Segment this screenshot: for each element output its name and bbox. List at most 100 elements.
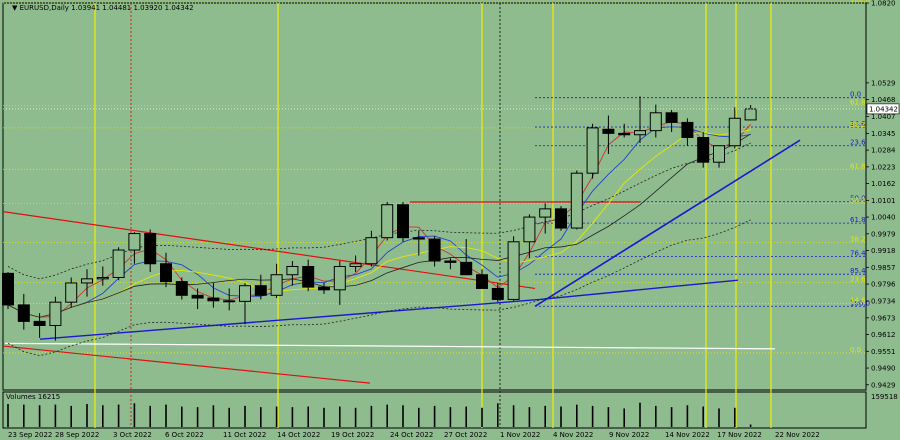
candle-body	[191, 294, 204, 299]
candle-body	[239, 285, 251, 302]
candle-body	[302, 265, 315, 288]
candle-body	[523, 216, 536, 243]
x-tick-label: 19 Oct 2022	[331, 431, 374, 439]
y-tick-label: 0.9918	[871, 247, 896, 255]
y-tick-label: 1.0407	[871, 113, 896, 121]
y-tick-label: 0.9551	[871, 348, 896, 356]
fib-level-label: 0.0	[850, 91, 861, 99]
candle-body	[713, 145, 725, 163]
candle-body	[697, 136, 710, 163]
candle-body	[618, 132, 631, 136]
candle-body	[49, 301, 62, 327]
y-tick-label: 0.9979	[871, 230, 896, 238]
fib-yellow-label: 61.8	[850, 99, 866, 107]
fib-yellow-label: 0.0	[850, 346, 861, 354]
current-price-label: 1.04342	[869, 105, 898, 113]
fib-yellow-label: 14.6	[850, 297, 866, 305]
candle-body	[412, 237, 425, 240]
fib-level-label: 76.4	[850, 250, 866, 258]
y-tick-label: 1.0040	[871, 214, 896, 222]
candle-body	[460, 261, 473, 276]
candle-body	[681, 121, 694, 138]
fib-level-label: 100.0	[850, 299, 870, 307]
ma-blue	[7, 126, 751, 318]
x-tick-label: 9 Nov 2022	[609, 431, 649, 439]
candle-body	[507, 241, 520, 300]
fib-yellow-label: 38.2	[850, 121, 866, 129]
ma-black	[7, 133, 751, 318]
candle-body	[649, 112, 662, 132]
candle-body	[728, 117, 741, 147]
candle-body	[634, 130, 646, 136]
candle-body	[570, 172, 583, 229]
fib-yellow-label: 38.2	[850, 236, 866, 244]
candle-body	[586, 127, 599, 174]
fib-level-label: 14.6	[850, 120, 866, 128]
y-tick-label: 1.0284	[871, 147, 896, 155]
candle-body	[254, 285, 267, 296]
candle-body	[476, 274, 488, 289]
x-tick-label: 4 Nov 2022	[553, 431, 593, 439]
candle-body	[17, 304, 30, 322]
y-tick-label: 0.9796	[871, 281, 896, 289]
x-tick-label: 14 Oct 2022	[277, 431, 320, 439]
y-tick-label: 0.9857	[871, 264, 896, 272]
x-tick-label: 14 Nov 2022	[665, 431, 710, 439]
y-tick-label: 1.0345	[871, 130, 896, 138]
white-horizontal-line	[4, 342, 776, 350]
candle-body	[744, 108, 757, 121]
y-tick-label: 0.9429	[871, 381, 896, 389]
y-tick-label: 1.0162	[871, 180, 896, 188]
blue-trendline-upper	[534, 139, 801, 307]
fib-level-label: 23.6	[850, 139, 866, 147]
ma-yellow	[7, 129, 751, 318]
candle-body	[207, 297, 220, 302]
volume-max-label: 159518	[871, 393, 898, 401]
candle-body	[333, 265, 346, 291]
x-tick-label: 1 Nov 2022	[500, 431, 540, 439]
candle-body	[270, 274, 283, 296]
fib-yellow-label: 38.2	[850, 196, 866, 204]
candle-body	[318, 286, 330, 291]
y-tick-label: 1.0529	[871, 79, 896, 87]
candle-body	[428, 238, 441, 262]
candle-body	[665, 112, 678, 123]
volume-label: Volumes 16215	[6, 393, 60, 401]
fib-yellow-label: 61.8	[850, 162, 866, 170]
candle-body	[65, 282, 78, 303]
y-tick-label: 1.0820	[871, 0, 896, 8]
x-tick-label: 3 Oct 2022	[113, 431, 152, 439]
red-trendline-upper	[2, 211, 536, 290]
candle-body	[223, 300, 236, 303]
candle-body	[160, 263, 172, 283]
candle-body	[286, 265, 299, 276]
x-tick-label: 27 Oct 2022	[444, 431, 487, 439]
chart-title: ▼ EURUSD,Daily 1.03941 1.04481 1.03920 1…	[12, 4, 194, 12]
x-tick-label: 22 Nov 2022	[775, 431, 820, 439]
blue-trendline-lower	[39, 298, 541, 340]
blue-trendline-mid	[539, 279, 739, 301]
x-tick-label: 11 Oct 2022	[223, 431, 266, 439]
x-tick-label: 23 Sep 2022	[8, 431, 52, 439]
bollinger-upper	[7, 142, 751, 280]
candle-body	[33, 320, 46, 326]
y-tick-label: 0.9673	[871, 314, 896, 322]
ma-red	[7, 121, 751, 318]
candle-body	[349, 263, 362, 267]
x-tick-label: 24 Oct 2022	[390, 431, 433, 439]
candle-body	[81, 278, 93, 284]
fib-level-label: 50.0	[850, 195, 866, 203]
candle-body	[381, 204, 394, 239]
x-tick-label: 6 Oct 2022	[165, 431, 204, 439]
fib-yellow-label: 100.0	[850, 0, 870, 4]
x-tick-label: 28 Sep 2022	[55, 431, 99, 439]
candle-body	[397, 204, 409, 239]
y-tick-label: 0.9612	[871, 331, 896, 339]
candle-body	[555, 208, 567, 229]
candle-body	[2, 272, 14, 306]
y-tick-label: 0.9490	[871, 365, 896, 373]
candle-body	[112, 249, 125, 278]
y-tick-label: 0.9734	[871, 298, 896, 306]
